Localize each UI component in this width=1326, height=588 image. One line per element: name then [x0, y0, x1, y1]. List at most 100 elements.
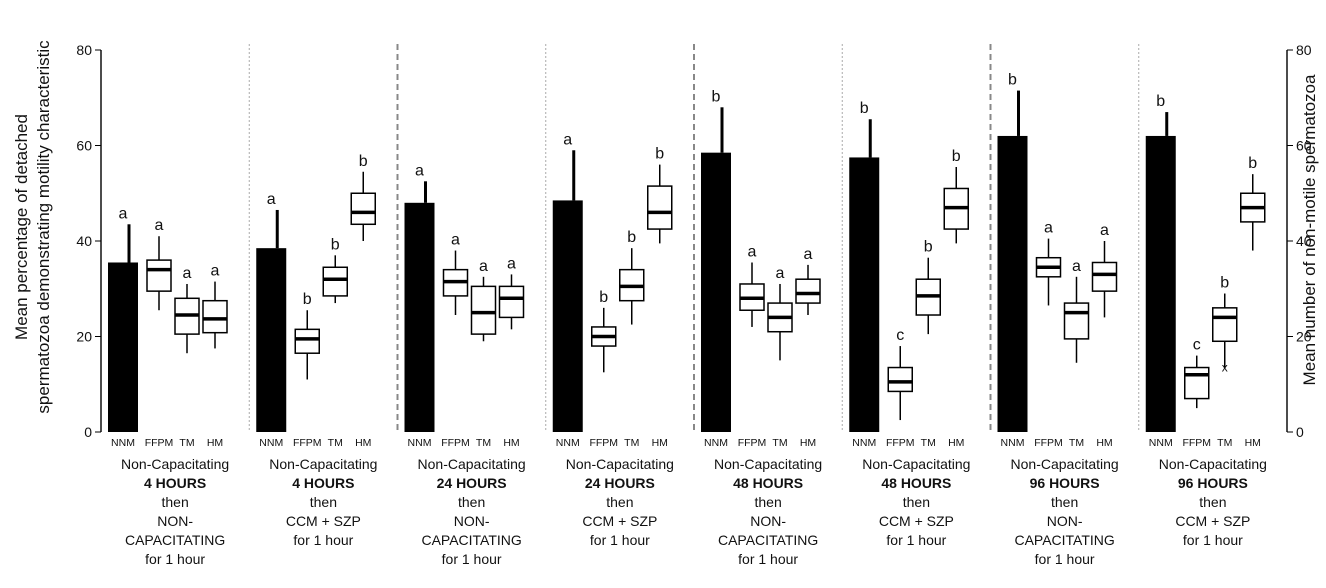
category-label: HM [800, 437, 816, 449]
left-tick-label: 20 [76, 329, 92, 345]
significance-letter: a [155, 217, 164, 234]
significance-letter: b [1156, 93, 1165, 110]
box [350, 192, 376, 226]
category-label: NNM [852, 437, 876, 449]
significance-letter: b [331, 236, 340, 253]
significance-letter: a [1100, 222, 1109, 239]
panel-label-line: for 1 hour [1183, 532, 1243, 548]
category-label: NNM [408, 437, 432, 449]
box [1063, 302, 1090, 340]
category-label: NNM [704, 437, 728, 449]
left-tick-label: 80 [76, 42, 92, 58]
category-label: HM [652, 437, 668, 449]
significance-letter: b [1248, 155, 1257, 172]
category-label: TM [179, 437, 194, 449]
box [647, 185, 673, 230]
panel-label-line: for 1 hour [886, 532, 946, 548]
category-label: TM [772, 437, 787, 449]
panel-label-line: then [755, 494, 782, 510]
panel-label-line: Non-Capacitating [418, 456, 526, 472]
significance-letter: b [952, 148, 961, 165]
panel-label-line: then [903, 494, 930, 510]
category-label: TM [476, 437, 491, 449]
box [294, 328, 320, 354]
panel-label-line: NON- [1047, 513, 1083, 529]
panel-label-line: Non-Capacitating [1011, 456, 1119, 472]
category-label: NNM [259, 437, 283, 449]
category-label: HM [355, 437, 371, 449]
panel-label-line: 48 HOURS [733, 475, 803, 491]
significance-letter: c [896, 327, 904, 344]
significance-letter: b [924, 239, 933, 256]
category-label: FFPM [145, 437, 174, 449]
category-label: TM [1069, 437, 1084, 449]
panel-label-line: for 1 hour [1035, 551, 1095, 567]
category-label: FFPM [589, 437, 618, 449]
panel-label-line: CCM + SZP [1175, 513, 1250, 529]
panel-label-line: CCM + SZP [286, 513, 361, 529]
left-axis-title-line2: spermatozoa demonstrating motility chara… [34, 40, 53, 414]
panel-label-line: for 1 hour [442, 551, 502, 567]
left-tick-label: 0 [84, 424, 92, 440]
category-label: HM [207, 437, 223, 449]
category-label: TM [328, 437, 343, 449]
panel-label-line: Non-Capacitating [121, 456, 229, 472]
panel-label-line: for 1 hour [145, 551, 205, 567]
significance-letter: b [359, 153, 368, 170]
significance-letter: b [1008, 72, 1017, 89]
category-label: FFPM [1034, 437, 1063, 449]
panel-label-line: CAPACITATING [421, 532, 521, 548]
box [1184, 366, 1210, 400]
panel-label-line: Non-Capacitating [862, 456, 970, 472]
panel-label-line: NON- [454, 513, 490, 529]
panel-label-line: for 1 hour [590, 532, 650, 548]
panel-label-line: then [606, 494, 633, 510]
panel-label-line: CAPACITATING [125, 532, 225, 548]
category-label: HM [1096, 437, 1112, 449]
significance-letter: a [267, 191, 276, 208]
significance-letter: a [507, 255, 516, 272]
significance-letter: a [563, 131, 572, 148]
panel-label-line: 96 HOURS [1178, 475, 1248, 491]
box [887, 366, 913, 393]
significance-letter: a [415, 162, 424, 179]
significance-letter: b [860, 100, 869, 117]
panel-label-line: 24 HOURS [585, 475, 655, 491]
panel-label-line: then [1199, 494, 1226, 510]
panel-label-line: 24 HOURS [437, 475, 507, 491]
box [1091, 261, 1118, 292]
significance-letter: a [183, 265, 192, 282]
right-tick-label: 20 [1296, 329, 1312, 345]
nnm-bar [1145, 135, 1176, 432]
category-label: TM [624, 437, 639, 449]
nnm-bar [552, 200, 583, 432]
significance-letter: b [599, 289, 608, 306]
category-label: TM [1217, 437, 1232, 449]
significance-letter: a [776, 265, 785, 282]
panel-label-line: 4 HOURS [144, 475, 206, 491]
nnm-bar [849, 157, 880, 432]
left-axis-title-line1: Mean percentage of detached [12, 114, 31, 340]
significance-letter: b [627, 229, 636, 246]
significance-letter: b [712, 88, 721, 105]
right-tick-label: 40 [1296, 233, 1312, 249]
panel-label-line: CAPACITATING [718, 532, 818, 548]
panel-label-line: 4 HOURS [292, 475, 354, 491]
panel-label-line: 96 HOURS [1030, 475, 1100, 491]
category-label: HM [503, 437, 519, 449]
panel-label-line: CCM + SZP [582, 513, 657, 529]
nnm-bar [404, 202, 435, 432]
significance-letter: a [211, 263, 220, 280]
panel-label-line: Non-Capacitating [566, 456, 674, 472]
panel-label-line: Non-Capacitating [1159, 456, 1267, 472]
significance-letter: a [479, 258, 488, 275]
category-label: HM [1245, 437, 1261, 449]
panel-label-line: then [458, 494, 485, 510]
nnm-bar [108, 262, 138, 432]
significance-letter: b [1220, 275, 1229, 292]
right-tick-label: 60 [1296, 138, 1312, 154]
significance-letter: b [655, 146, 664, 163]
plot-area: 0 20 40 60 80 0 20 40 60 80 a a a a NNM FFPM TM HM Non-Cap… [76, 42, 1311, 567]
